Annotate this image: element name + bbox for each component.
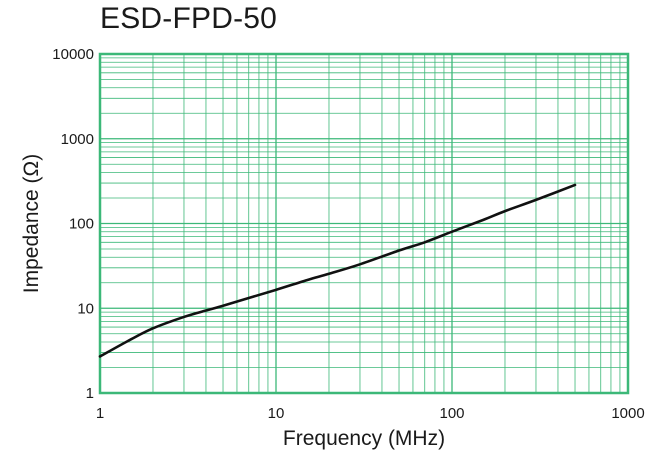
y-tick-label: 100 [69,216,94,233]
x-tick-label: 1000 [611,405,644,422]
x-tick-labels: 1 10 100 1000 [96,405,645,422]
chart-title: ESD-FPD-50 [100,2,278,35]
y-tick-label: 1000 [61,131,94,148]
x-tick-label: 100 [439,405,464,422]
y-tick-label: 10 [77,300,94,317]
plot-frame [98,52,630,395]
y-tick-label: 10000 [52,46,94,63]
x-tick-label: 1 [96,405,104,422]
y-axis-title: Impedance (Ω) [20,154,43,293]
y-tick-label: 1 [86,385,94,402]
impedance-curve [98,183,577,358]
x-tick-label: 10 [268,405,285,422]
y-tick-labels: 1 10 100 1000 10000 [52,46,94,402]
x-axis-title: Frequency (MHz) [283,427,445,450]
series-layer [98,183,577,358]
